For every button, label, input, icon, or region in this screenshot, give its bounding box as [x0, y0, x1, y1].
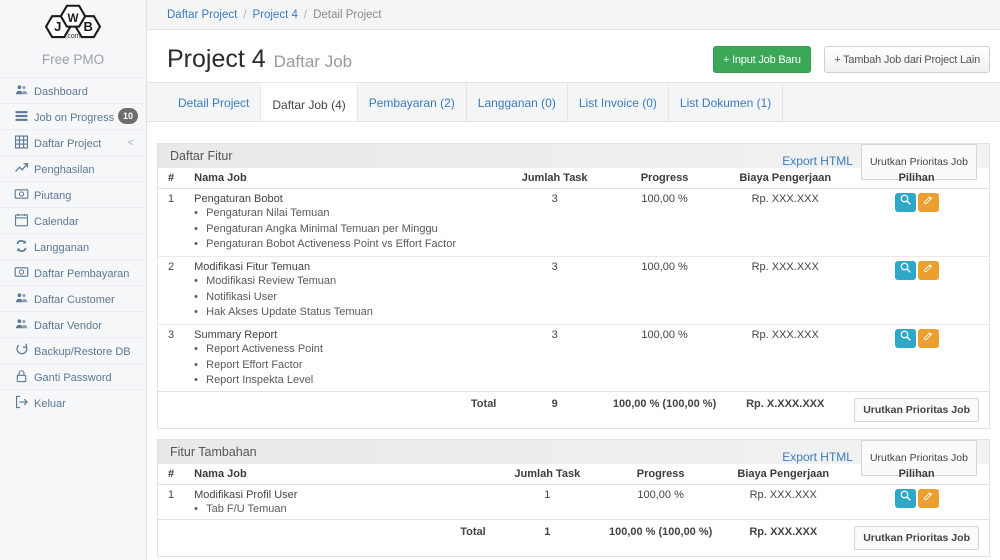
svg-text:B: B — [84, 19, 93, 34]
svg-text:W: W — [67, 12, 79, 25]
svg-text:J: J — [54, 19, 61, 34]
svg-text:.com: .com — [65, 33, 80, 40]
